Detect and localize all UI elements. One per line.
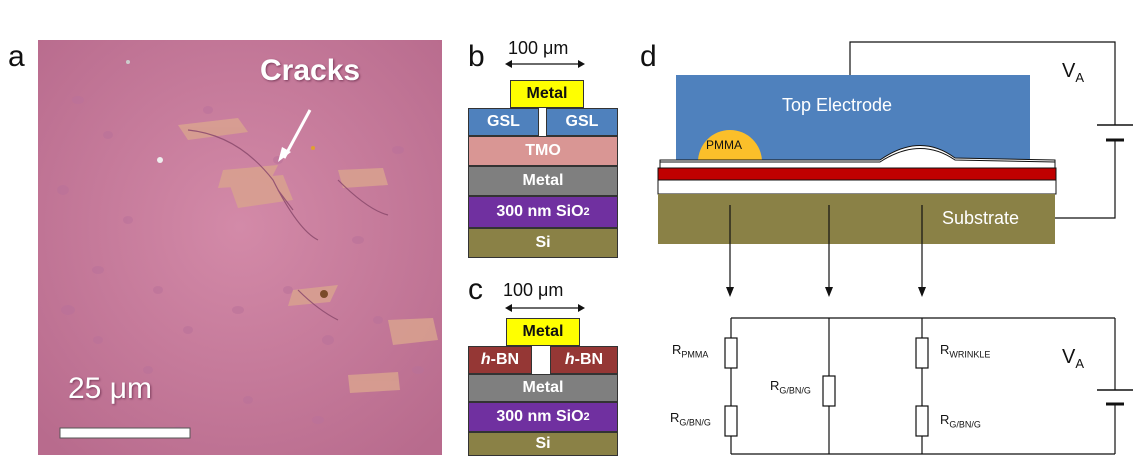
panel-b-dimension: 100 μm — [508, 38, 569, 58]
pmma-label: PMMA — [706, 138, 742, 152]
scale-bar-label: 25 μm — [68, 372, 152, 405]
resistor-label-pmma: RPMMA — [672, 342, 708, 360]
panel-c-label: c — [468, 273, 483, 306]
stack-c-hbn-right-text: -BN — [574, 351, 604, 368]
wrinkle-line — [660, 148, 1056, 163]
stack-c-hbn-right: h -BN — [550, 346, 618, 374]
cracks-arrow — [282, 109, 312, 159]
top-circuit-wires — [849, 41, 1116, 219]
stack-c-si: Si — [468, 432, 618, 456]
stack-b-oxide-text: 300 nm SiO — [496, 203, 584, 220]
panel-a-label: a — [8, 40, 25, 73]
resistor-label-gbng-left: RG/BN/G — [670, 410, 711, 428]
substrate-label: Substrate — [942, 208, 1020, 228]
resistor-label-gbng-middle: RG/BN/G — [770, 378, 811, 396]
panel-c-dimension-arrow — [505, 304, 585, 312]
stack-c-oxide: 300 nm SiO 2 — [468, 402, 618, 432]
stack-b-gsl-left: GSL — [468, 108, 539, 136]
resistor-label-gbng-left-main: R — [670, 410, 680, 425]
stack-c-hbn-left: h -BN — [468, 346, 532, 374]
resistor-label-gbng-right-sub: G/BN/G — [949, 419, 981, 430]
bottom-battery-symbol — [1097, 389, 1133, 412]
resistor-label-pmma-sub: PMMA — [681, 349, 709, 360]
mapping-arrowheads — [726, 287, 926, 297]
scale-bar — [59, 427, 191, 439]
resistor-label-gbng-left-sub: G/BN/G — [679, 417, 711, 428]
resistor-label-gbng-right: RG/BN/G — [940, 412, 981, 430]
cracks-arrowhead — [278, 147, 291, 162]
panel-d-label: d — [640, 40, 657, 73]
debris-specks — [126, 60, 328, 298]
stack-b-top-metal: Metal — [510, 80, 584, 108]
voltage-label-bottom: VA — [1062, 346, 1084, 371]
top-electrode-label: Top Electrode — [782, 95, 893, 115]
stack-b-si: Si — [468, 228, 618, 258]
micrograph-texture — [38, 40, 442, 455]
stack-b-oxide: 300 nm SiO 2 — [468, 196, 618, 228]
panel-b-dimension-arrow — [505, 60, 585, 68]
stack-c-oxide-text: 300 nm SiO — [496, 408, 584, 425]
stack-b-metal: Metal — [468, 166, 618, 196]
resistor-label-wrinkle-sub: WRINKLE — [949, 349, 991, 360]
resistor-label-gbng-middle-sub: G/BN/G — [779, 385, 811, 396]
resistor-label-gbng-right-main: R — [940, 412, 950, 427]
resistor-label-wrinkle: RWRINKLE — [940, 342, 990, 360]
voltage-label-top-sub: A — [1075, 70, 1085, 85]
voltage-label-top-main: V — [1062, 60, 1076, 82]
optical-micrograph: Cracks 25 μm — [38, 40, 442, 455]
stack-c-oxide-subscript: 2 — [583, 411, 590, 423]
stack-c-metal: Metal — [468, 374, 618, 402]
stack-c-hbn-left-prefix: h — [480, 351, 491, 368]
surface-blotches — [57, 96, 424, 434]
resistor-label-pmma-main: R — [672, 342, 682, 357]
pmma-dome — [698, 130, 762, 162]
voltage-label-bottom-main: V — [1062, 346, 1076, 368]
panel-c-dimension: 100 μm — [503, 280, 564, 300]
substrate-block — [658, 194, 1055, 244]
stack-b-tmo: TMO — [468, 136, 618, 166]
stack-c-hbn-right-prefix: h — [564, 351, 575, 368]
stack-c-hbn-left-text: -BN — [490, 351, 520, 368]
stack-b-oxide-subscript: 2 — [583, 206, 590, 218]
resistor-label-gbng-middle-main: R — [770, 378, 780, 393]
stack-b-gsl-right: GSL — [546, 108, 618, 136]
top-battery-symbol — [1097, 124, 1133, 150]
panel-b-label: b — [468, 40, 485, 73]
mapping-arrows — [729, 205, 923, 290]
cracks-annotation: Cracks — [260, 54, 361, 87]
voltage-label-bottom-sub: A — [1075, 356, 1085, 371]
crack-lines — [187, 129, 389, 321]
voltage-label-top: VA — [1062, 60, 1084, 85]
resistor-label-wrinkle-main: R — [940, 342, 950, 357]
lower-graphene-layer — [657, 179, 1057, 195]
red-dielectric-layer — [657, 167, 1057, 181]
stack-c-top-metal: Metal — [506, 318, 580, 346]
resistor-boxes — [724, 337, 929, 437]
material-flakes — [178, 118, 438, 393]
